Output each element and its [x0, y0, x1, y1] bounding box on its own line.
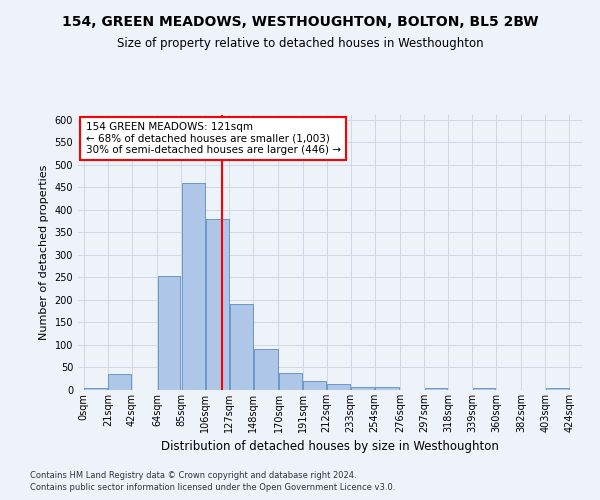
- Y-axis label: Number of detached properties: Number of detached properties: [39, 165, 49, 340]
- Bar: [182, 182, 205, 390]
- Bar: [109, 374, 131, 390]
- Text: 154, GREEN MEADOWS, WESTHOUGHTON, BOLTON, BL5 2BW: 154, GREEN MEADOWS, WESTHOUGHTON, BOLTON…: [62, 15, 538, 29]
- Bar: [303, 381, 326, 390]
- X-axis label: Distribution of detached houses by size in Westhoughton: Distribution of detached houses by size …: [161, 440, 499, 454]
- Bar: [327, 384, 350, 390]
- Text: 154 GREEN MEADOWS: 121sqm
← 68% of detached houses are smaller (1,003)
30% of se: 154 GREEN MEADOWS: 121sqm ← 68% of detac…: [86, 122, 341, 155]
- Text: Contains public sector information licensed under the Open Government Licence v3: Contains public sector information licen…: [30, 484, 395, 492]
- Text: Size of property relative to detached houses in Westhoughton: Size of property relative to detached ho…: [116, 38, 484, 51]
- Bar: [254, 348, 278, 390]
- Bar: [85, 388, 107, 390]
- Bar: [376, 387, 399, 390]
- Bar: [425, 388, 448, 390]
- Bar: [279, 373, 302, 390]
- Text: Contains HM Land Registry data © Crown copyright and database right 2024.: Contains HM Land Registry data © Crown c…: [30, 471, 356, 480]
- Bar: [206, 218, 229, 390]
- Bar: [546, 388, 569, 390]
- Bar: [473, 388, 496, 390]
- Bar: [230, 304, 253, 390]
- Bar: [158, 276, 181, 390]
- Bar: [351, 387, 374, 390]
